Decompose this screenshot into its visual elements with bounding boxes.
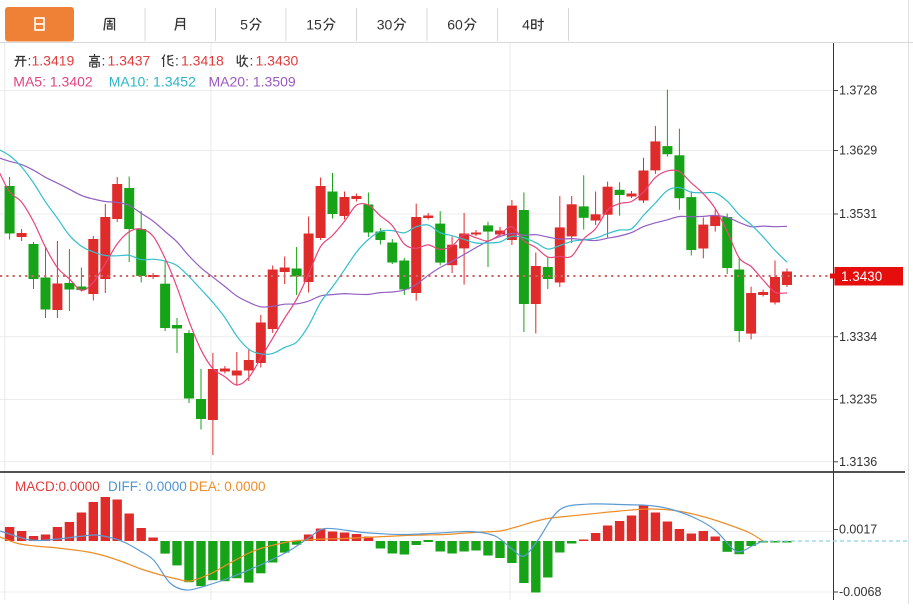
svg-text:5: 5 bbox=[240, 17, 248, 33]
svg-text::: : bbox=[102, 53, 106, 69]
svg-text::: : bbox=[28, 53, 32, 69]
svg-text:1.3334: 1.3334 bbox=[839, 330, 877, 344]
svg-text:1.3728: 1.3728 bbox=[839, 84, 877, 98]
svg-text:MACD:0.0000: MACD:0.0000 bbox=[15, 479, 100, 494]
svg-text:30: 30 bbox=[377, 17, 393, 33]
svg-text::: : bbox=[175, 53, 179, 69]
svg-text:1.3430: 1.3430 bbox=[256, 53, 299, 69]
svg-text:1.3437: 1.3437 bbox=[108, 53, 151, 69]
svg-text:MA20: 1.3509: MA20: 1.3509 bbox=[209, 73, 296, 89]
svg-text:-0.0068: -0.0068 bbox=[839, 585, 881, 599]
svg-text:1.3629: 1.3629 bbox=[839, 144, 877, 158]
svg-text:1.3419: 1.3419 bbox=[32, 53, 75, 69]
svg-text:1.3235: 1.3235 bbox=[839, 393, 877, 407]
svg-text:MA10: 1.3452: MA10: 1.3452 bbox=[109, 73, 196, 89]
svg-text:60: 60 bbox=[447, 17, 463, 33]
svg-text::: : bbox=[250, 53, 254, 69]
svg-text:DIFF: 0.0000: DIFF: 0.0000 bbox=[108, 479, 187, 494]
svg-text:1.3418: 1.3418 bbox=[181, 53, 224, 69]
svg-text:DEA: 0.0000: DEA: 0.0000 bbox=[189, 479, 266, 494]
svg-text:MA5: 1.3402: MA5: 1.3402 bbox=[13, 73, 93, 89]
svg-text:0.0017: 0.0017 bbox=[839, 523, 877, 537]
svg-text:1.3531: 1.3531 bbox=[839, 207, 877, 221]
svg-text:4: 4 bbox=[522, 17, 530, 33]
svg-text:15: 15 bbox=[306, 17, 322, 33]
svg-text:1.3136: 1.3136 bbox=[839, 455, 877, 469]
svg-text:1.3430: 1.3430 bbox=[841, 269, 882, 284]
